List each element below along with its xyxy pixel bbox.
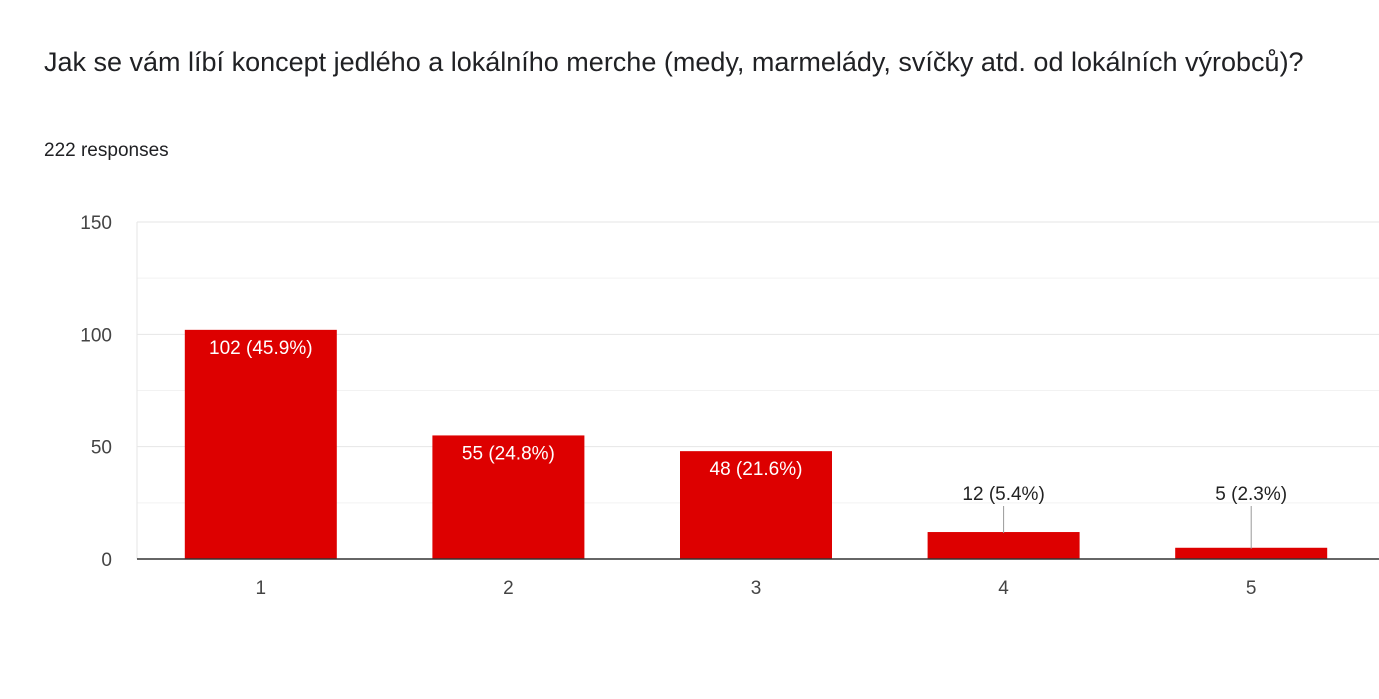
y-tick-label: 0 — [101, 550, 112, 571]
question-title: Jak se vám líbí koncept jedlého a lokáln… — [44, 47, 1304, 77]
data-label: 102 (45.9%) — [209, 338, 313, 359]
bar — [432, 435, 585, 559]
x-tick-label: 4 — [998, 578, 1009, 599]
x-tick-label: 5 — [1246, 578, 1257, 599]
response-count: 222 responses — [44, 140, 169, 161]
y-tick-label: 150 — [80, 213, 112, 234]
data-label: 12 (5.4%) — [962, 484, 1044, 505]
x-tick-label: 1 — [256, 578, 267, 599]
y-tick-labels: 0 50 100 150 — [80, 213, 112, 571]
bar — [927, 532, 1080, 559]
x-tick-label: 2 — [503, 578, 514, 599]
x-tick-labels: 1 2 3 4 5 — [256, 578, 1257, 599]
bar — [680, 451, 832, 559]
y-tick-label: 50 — [91, 438, 112, 459]
data-label: 5 (2.3%) — [1215, 484, 1287, 505]
y-tick-label: 100 — [80, 325, 112, 346]
data-label: 55 (24.8%) — [462, 443, 555, 464]
bar — [1175, 547, 1328, 559]
x-tick-label: 3 — [751, 578, 762, 599]
data-label: 48 (21.6%) — [710, 459, 803, 480]
data-labels: 102 (45.9%) 55 (24.8%) 48 (21.6%) 12 (5.4%)… — [209, 338, 1287, 549]
bars — [184, 329, 1328, 559]
bar — [184, 329, 337, 559]
